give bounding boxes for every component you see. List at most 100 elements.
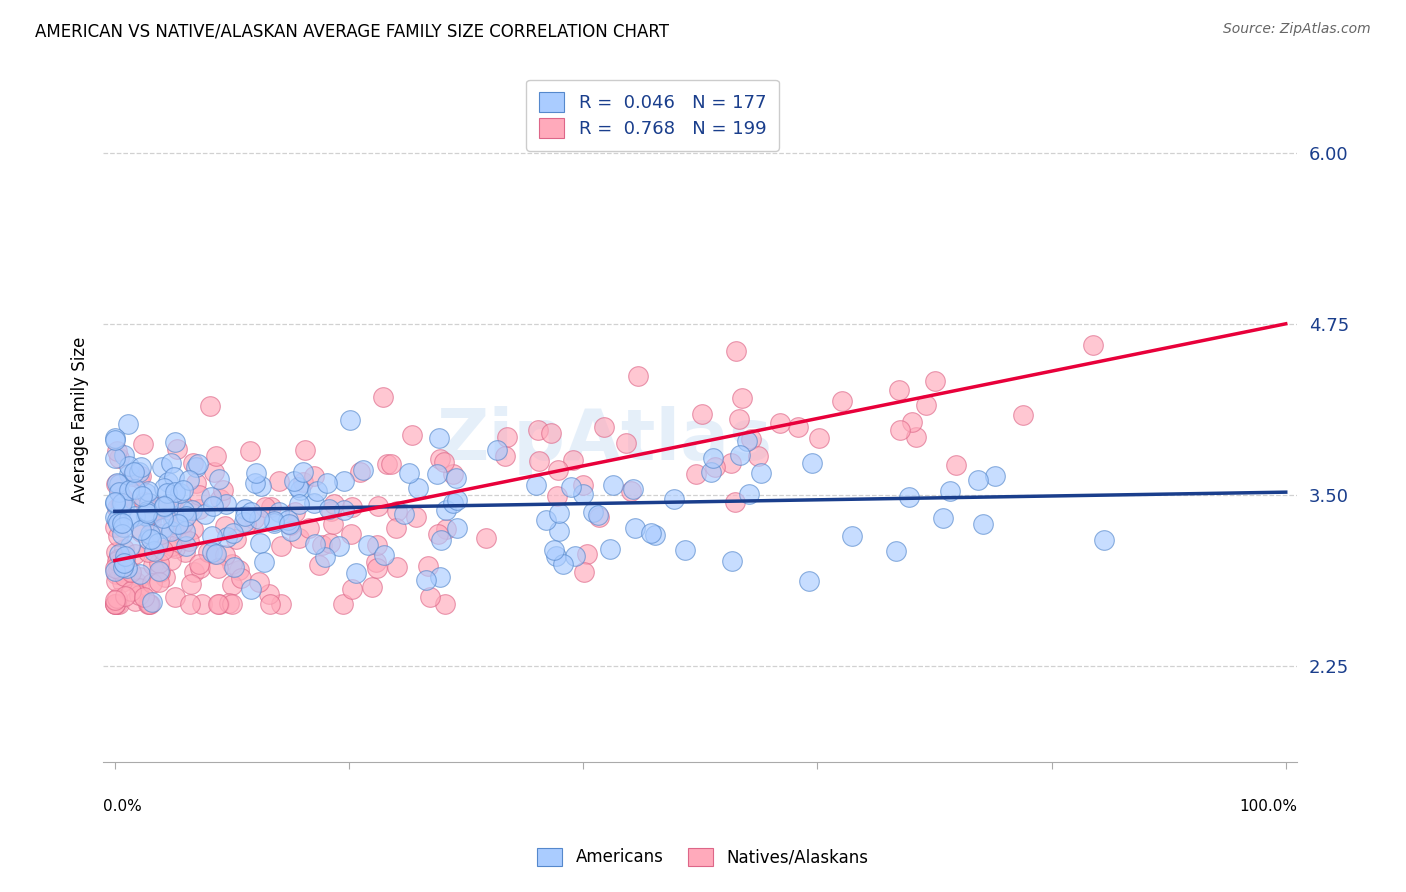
- Point: [138, 532, 160, 546]
- Point: [139, 527, 162, 541]
- Point: [1092, 533, 1115, 548]
- Point: [152, 500, 174, 514]
- Point: [280, 524, 302, 538]
- Point: [231, 571, 253, 585]
- Point: [222, 560, 245, 574]
- Point: [277, 513, 299, 527]
- Point: [797, 574, 820, 588]
- Point: [112, 569, 135, 583]
- Point: [112, 560, 135, 574]
- Point: [427, 527, 450, 541]
- Point: [972, 516, 994, 531]
- Point: [586, 508, 609, 522]
- Point: [173, 504, 195, 518]
- Point: [165, 590, 187, 604]
- Point: [152, 511, 174, 525]
- Point: [416, 559, 439, 574]
- Point: [162, 513, 184, 527]
- Point: [429, 570, 451, 584]
- Point: [138, 545, 160, 559]
- Point: [685, 467, 707, 481]
- Point: [247, 574, 270, 589]
- Point: [153, 481, 176, 495]
- Point: [105, 476, 128, 491]
- Point: [156, 502, 179, 516]
- Point: [132, 437, 155, 451]
- Point: [737, 487, 759, 501]
- Point: [283, 474, 305, 488]
- Point: [548, 524, 571, 539]
- Point: [108, 598, 131, 612]
- Point: [108, 498, 131, 512]
- Point: [166, 518, 188, 533]
- Point: [165, 434, 187, 449]
- Point: [200, 490, 222, 504]
- Point: [105, 574, 128, 589]
- Point: [180, 577, 202, 591]
- Point: [304, 468, 326, 483]
- Point: [105, 444, 128, 458]
- Point: [134, 494, 156, 508]
- Point: [228, 563, 250, 577]
- Point: [129, 469, 152, 483]
- Point: [221, 558, 243, 572]
- Point: [233, 515, 256, 529]
- Point: [427, 432, 450, 446]
- Point: [148, 575, 170, 590]
- Point: [269, 505, 291, 519]
- Point: [884, 543, 907, 558]
- Point: [104, 564, 127, 578]
- Point: [939, 483, 962, 498]
- Point: [270, 539, 292, 553]
- Point: [169, 485, 191, 500]
- Point: [623, 521, 645, 535]
- Point: [252, 555, 274, 569]
- Point: [135, 508, 157, 523]
- Point: [254, 500, 277, 514]
- Point: [904, 430, 927, 444]
- Point: [122, 466, 145, 480]
- Point: [564, 549, 586, 563]
- Point: [560, 480, 582, 494]
- Point: [139, 598, 162, 612]
- Point: [263, 516, 285, 530]
- Point: [155, 570, 177, 584]
- Point: [172, 528, 194, 542]
- Point: [247, 512, 270, 526]
- Point: [191, 598, 214, 612]
- Point: [104, 598, 127, 612]
- Point: [107, 529, 129, 543]
- Point: [984, 469, 1007, 483]
- Point: [620, 484, 643, 499]
- Point: [105, 501, 128, 516]
- Point: [141, 595, 163, 609]
- Point: [543, 543, 565, 558]
- Point: [129, 567, 152, 582]
- Point: [702, 450, 724, 465]
- Point: [148, 564, 170, 578]
- Point: [148, 556, 170, 570]
- Point: [398, 466, 420, 480]
- Point: [132, 494, 155, 508]
- Point: [156, 486, 179, 500]
- Point: [364, 555, 387, 569]
- Point: [221, 578, 243, 592]
- Point: [111, 556, 134, 570]
- Point: [627, 369, 650, 384]
- Legend: R =  0.046   N = 177, R =  0.768   N = 199: R = 0.046 N = 177, R = 0.768 N = 199: [526, 79, 779, 151]
- Point: [181, 456, 204, 470]
- Point: [114, 589, 136, 603]
- Point: [186, 476, 208, 491]
- Point: [434, 503, 457, 517]
- Point: [602, 478, 624, 492]
- Point: [724, 495, 747, 509]
- Point: [105, 598, 128, 612]
- Point: [288, 497, 311, 511]
- Point: [214, 519, 236, 533]
- Point: [110, 564, 132, 578]
- Point: [572, 565, 595, 579]
- Point: [740, 432, 762, 446]
- Point: [188, 488, 211, 502]
- Point: [243, 476, 266, 491]
- Point: [547, 463, 569, 477]
